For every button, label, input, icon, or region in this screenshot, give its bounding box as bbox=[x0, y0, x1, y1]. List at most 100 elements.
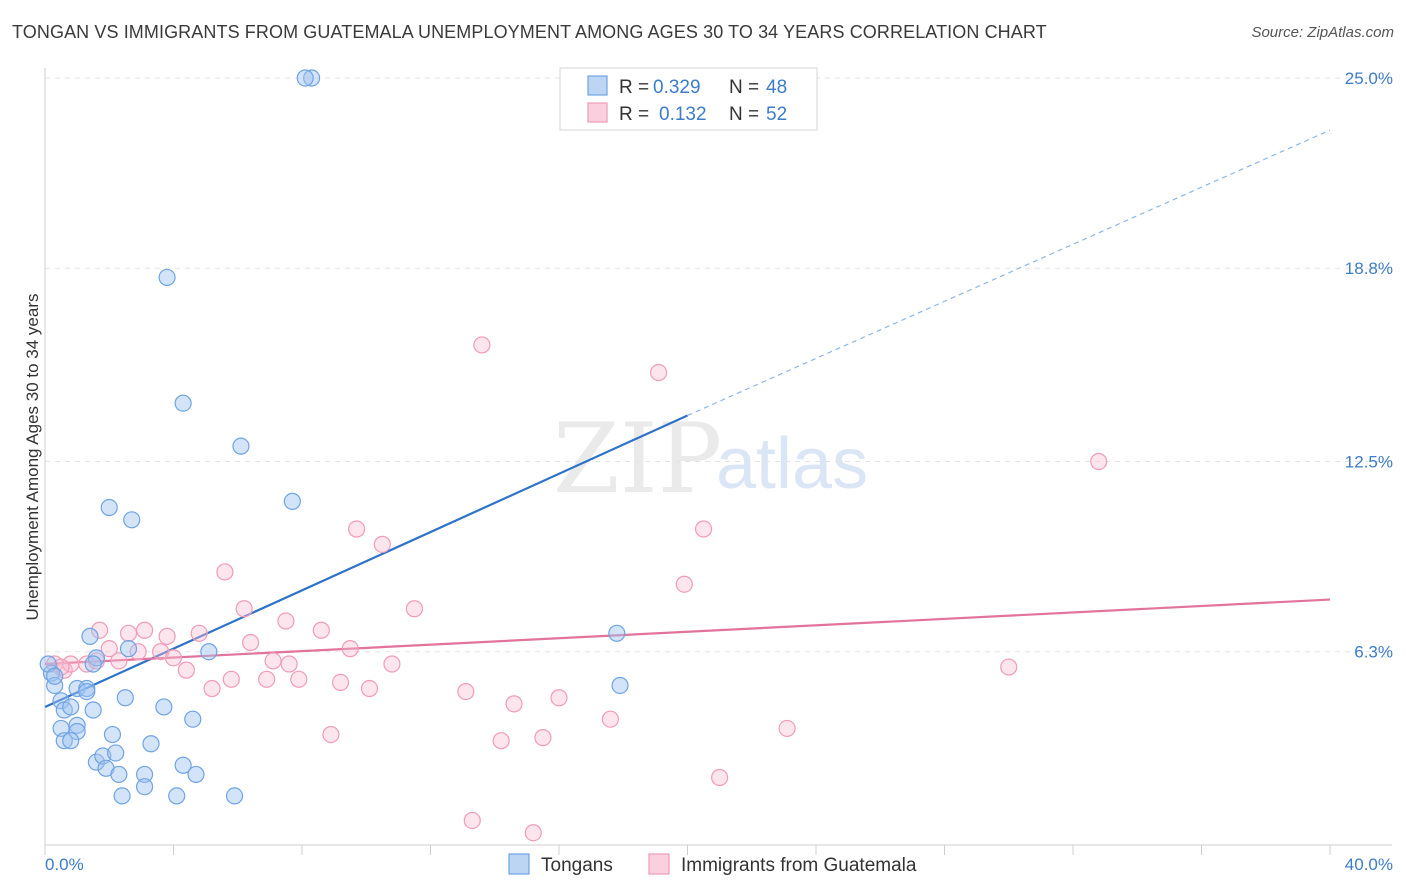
point-tongans-37 bbox=[110, 765, 128, 784]
point-guatemala-26 bbox=[78, 655, 96, 673]
point-guatemala-3 bbox=[694, 520, 713, 538]
point-tongans-12 bbox=[68, 679, 86, 698]
point-tongans-30 bbox=[62, 732, 80, 750]
point-tongans-31 bbox=[103, 725, 122, 744]
y-tick-label-2: 18.8% bbox=[1345, 259, 1393, 278]
point-guatemala-12 bbox=[91, 621, 109, 639]
point-tongans-21 bbox=[62, 698, 80, 716]
watermark-zip: ZIP bbox=[553, 403, 722, 515]
point-guatemala-50 bbox=[524, 824, 542, 842]
point-guatemala-30 bbox=[280, 655, 298, 673]
point-tongans-7 bbox=[123, 511, 141, 529]
axes bbox=[44, 68, 1392, 855]
point-tongans-15 bbox=[84, 655, 102, 673]
point-guatemala-4 bbox=[348, 520, 366, 538]
point-tongans-47 bbox=[78, 682, 96, 701]
point-tongans-28 bbox=[68, 722, 86, 741]
point-guatemala-38 bbox=[203, 679, 221, 698]
point-guatemala-13 bbox=[119, 624, 138, 642]
point-guatemala-2 bbox=[1090, 452, 1108, 471]
series-legend: Tongans Immigrants from Guatemala bbox=[508, 853, 917, 876]
point-tongans-6 bbox=[100, 498, 118, 517]
point-guatemala-42 bbox=[505, 695, 523, 713]
legend-n-label-2: N = bbox=[729, 104, 759, 125]
point-guatemala-46 bbox=[492, 732, 510, 750]
point-guatemala-35 bbox=[258, 670, 276, 688]
point-guatemala-10 bbox=[277, 612, 295, 630]
point-guatemala-11 bbox=[312, 621, 330, 639]
y-tick-label-3: 25.0% bbox=[1345, 69, 1393, 88]
y-tick-labels: 6.3% 12.5% 18.8% 25.0% bbox=[1345, 69, 1393, 662]
bottom-legend-swatch-tongans bbox=[508, 853, 530, 875]
watermark-atlas: atlas bbox=[716, 424, 868, 504]
point-guatemala-18 bbox=[341, 640, 359, 658]
source-label: Source: ZipAtlas.com bbox=[1251, 24, 1394, 41]
point-guatemala-40 bbox=[457, 682, 475, 701]
point-tongans-24 bbox=[155, 698, 173, 716]
x-tick-label-max: 40.0% bbox=[1345, 855, 1393, 874]
point-guatemala-9 bbox=[405, 600, 424, 618]
correlation-legend: R = 0.329 N = 48 R = 0.132 N = 52 bbox=[559, 67, 818, 131]
point-guatemala-28 bbox=[110, 652, 128, 670]
point-tongans-27 bbox=[68, 716, 86, 734]
point-guatemala-8 bbox=[235, 600, 253, 618]
point-tongans-42 bbox=[113, 787, 131, 805]
legend-r-label-1: R = bbox=[619, 77, 649, 98]
point-tongans-11 bbox=[46, 676, 64, 695]
legend-swatch-guatemala bbox=[587, 102, 608, 123]
bottom-legend-tongans: Tongans bbox=[541, 855, 613, 876]
point-guatemala-20 bbox=[129, 643, 147, 661]
point-guatemala-17 bbox=[242, 633, 260, 652]
point-tongans-43 bbox=[168, 787, 186, 805]
point-guatemala-15 bbox=[158, 627, 176, 645]
point-tongans-40 bbox=[187, 765, 205, 784]
point-guatemala-7 bbox=[675, 575, 693, 593]
point-tongans-25 bbox=[184, 710, 202, 728]
point-guatemala-47 bbox=[534, 729, 552, 747]
point-guatemala-39 bbox=[360, 679, 379, 698]
point-tongans-29 bbox=[55, 732, 73, 750]
point-guatemala-36 bbox=[290, 670, 308, 688]
point-guatemala-41 bbox=[550, 689, 568, 707]
trend-line-guatemala bbox=[44, 598, 1331, 666]
point-tongans-17 bbox=[119, 640, 138, 658]
point-tongans-23 bbox=[116, 689, 134, 707]
point-guatemala-44 bbox=[778, 719, 796, 738]
point-guatemala-33 bbox=[177, 661, 195, 679]
data-points bbox=[39, 69, 1108, 842]
y-tick-label-0: 6.3% bbox=[1354, 643, 1393, 662]
point-tongans-32 bbox=[142, 735, 160, 753]
point-tongans-0 bbox=[303, 69, 321, 87]
trend-lines bbox=[44, 129, 1331, 708]
point-guatemala-22 bbox=[164, 649, 183, 667]
point-guatemala-34 bbox=[222, 670, 240, 688]
point-guatemala-6 bbox=[216, 563, 234, 581]
point-tongans-2 bbox=[158, 268, 176, 287]
point-tongans-39 bbox=[174, 756, 192, 774]
point-tongans-33 bbox=[87, 753, 106, 771]
point-guatemala-5 bbox=[373, 535, 391, 553]
x-tick-label-min: 0.0% bbox=[45, 855, 84, 874]
legend-n-value-1: 48 bbox=[766, 77, 787, 98]
point-guatemala-37 bbox=[331, 673, 350, 691]
bottom-legend-swatch-guatemala bbox=[648, 853, 670, 875]
point-guatemala-14 bbox=[135, 621, 154, 639]
point-guatemala-31 bbox=[383, 655, 401, 673]
point-guatemala-32 bbox=[1000, 658, 1018, 676]
point-tongans-46 bbox=[46, 667, 64, 685]
point-tongans-38 bbox=[135, 765, 154, 784]
y-axis-label: Unemployment Among Ages 30 to 34 years bbox=[23, 294, 42, 621]
point-tongans-5 bbox=[283, 492, 301, 510]
point-guatemala-0 bbox=[473, 336, 491, 354]
bottom-legend-guatemala: Immigrants from Guatemala bbox=[681, 855, 917, 876]
point-guatemala-19 bbox=[100, 640, 118, 658]
legend-r-label-2: R = bbox=[619, 104, 649, 125]
point-tongans-19 bbox=[52, 692, 70, 710]
chart-title: TONGAN VS IMMIGRANTS FROM GUATEMALA UNEM… bbox=[12, 22, 1047, 42]
trend-line-tongans bbox=[44, 414, 688, 708]
point-tongans-18 bbox=[200, 643, 218, 661]
point-guatemala-45 bbox=[322, 725, 340, 744]
point-guatemala-29 bbox=[264, 652, 282, 670]
legend-r-value-2: 0.132 bbox=[659, 104, 707, 125]
